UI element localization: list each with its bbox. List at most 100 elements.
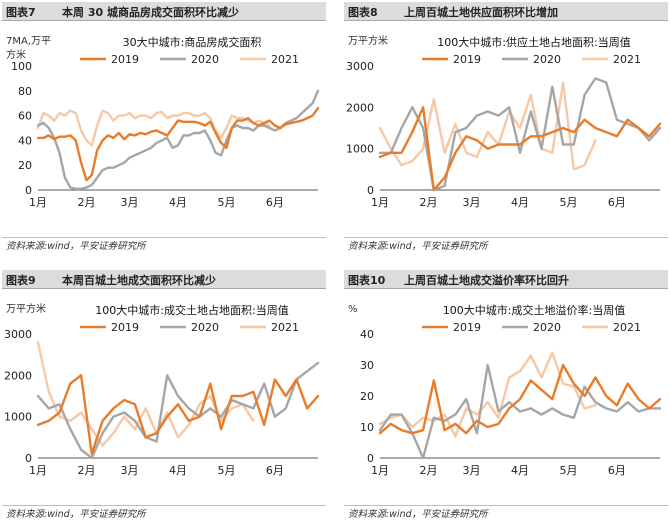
- legend-label-2021: 2021: [613, 321, 641, 334]
- unit-label: %: [348, 304, 358, 315]
- figure-title: 本周 30 城商品房成交面积环比减少: [62, 6, 239, 19]
- x-tick-label: 2月: [77, 464, 95, 477]
- source-note: 资料来源:wind，平安证券研究所: [6, 241, 146, 252]
- y-tick-label: 3000: [4, 328, 32, 341]
- legend-label-2020: 2020: [533, 53, 561, 66]
- legend-label-2019: 2019: [453, 321, 481, 334]
- y-tick-label: 30: [360, 359, 374, 372]
- chart-panel-8: 图表8 上周百城土地供应面积环比增加 万平方米 100大中城市:供应土地占地面积:…: [344, 2, 668, 254]
- legend-label-2020: 2020: [191, 321, 219, 334]
- y-tick-label: 0: [25, 184, 32, 197]
- x-tick-label: 3月: [121, 464, 139, 477]
- source-note: 资料来源:wind，平安证券研究所: [348, 241, 488, 252]
- y-tick-label: 1000: [4, 411, 32, 424]
- figure-number: 图表8: [348, 6, 378, 19]
- y-tick-label: 0: [367, 184, 374, 197]
- unit-label: 方米: [6, 48, 26, 61]
- figure-number: 图表10: [348, 274, 386, 287]
- legend-label-2019: 2019: [111, 53, 139, 66]
- y-tick-label: 3000: [346, 60, 374, 73]
- source-note: 资料来源:wind，平安证券研究所: [348, 509, 488, 520]
- x-tick-label: 5月: [217, 464, 235, 477]
- series-line-2020: [36, 361, 320, 460]
- x-tick-label: 4月: [511, 196, 529, 209]
- figure-number: 图表9: [6, 274, 36, 287]
- source-divider: [2, 505, 326, 506]
- legend-label-2020: 2020: [533, 321, 561, 334]
- y-tick-label: 0: [25, 452, 32, 465]
- x-tick-label: 2月: [77, 196, 95, 209]
- chart-panel-9: 图表9 本周百城土地成交面积环比减少 万平方米 100大中城市:成交土地占地面积:…: [2, 270, 326, 522]
- x-tick-label: 1月: [371, 464, 389, 477]
- y-tick-label: 2000: [4, 369, 32, 382]
- y-tick-label: 1000: [346, 143, 374, 156]
- x-tick-label: 5月: [559, 196, 577, 209]
- y-tick-label: 10: [360, 421, 374, 434]
- series-line-2019: [36, 374, 320, 456]
- y-tick-label: 100: [11, 60, 32, 73]
- y-tick-label: 20: [18, 159, 32, 172]
- x-tick-label: 1月: [29, 196, 47, 209]
- series-line-2021: [378, 81, 597, 171]
- y-tick-label: 80: [18, 85, 32, 98]
- y-tick-label: 60: [18, 110, 32, 123]
- x-tick-label: 3月: [463, 464, 481, 477]
- x-tick-label: 6月: [266, 464, 284, 477]
- line-chart: % 100大中城市:成交土地溢价率:当周值 2019 2020 2021 0 10 20 30 4…: [348, 303, 662, 477]
- legend-label-2021: 2021: [271, 321, 299, 334]
- x-tick-label: 4月: [169, 196, 187, 209]
- x-tick-label: 2月: [419, 196, 437, 209]
- legend-label-2021: 2021: [613, 53, 641, 66]
- panel-header: 图表9 本周百城土地成交面积环比减少: [2, 270, 326, 289]
- chart-title: 100大中城市:成交土地溢价率:当周值: [443, 303, 625, 317]
- y-tick-label: 40: [360, 328, 374, 341]
- series-line-2019: [36, 106, 320, 182]
- panel-header: 图表10 上周百城土地成交溢价率环比回升: [344, 270, 668, 289]
- source-divider: [344, 505, 668, 506]
- chart-title: 30大中城市:商品房成交面积: [123, 35, 262, 49]
- x-tick-label: 2月: [419, 464, 437, 477]
- chart-panel-10: 图表10 上周百城土地成交溢价率环比回升 % 100大中城市:成交土地溢价率:当周…: [344, 270, 668, 522]
- figure-title: 上周百城土地成交溢价率环比回升: [404, 274, 569, 287]
- series-line-2020: [36, 89, 320, 191]
- x-tick-label: 5月: [217, 196, 235, 209]
- unit-label: 万平方米: [6, 302, 46, 315]
- series-line-2021: [36, 109, 271, 147]
- y-tick-label: 0: [367, 452, 374, 465]
- legend-label-2021: 2021: [271, 53, 299, 66]
- series-line-2019: [378, 106, 662, 192]
- series-line-2020: [378, 363, 662, 460]
- legend-label-2020: 2020: [191, 53, 219, 66]
- panel-header: 图表8 上周百城土地供应面积环比增加: [344, 2, 668, 21]
- x-tick-label: 4月: [169, 464, 187, 477]
- chart-title: 100大中城市:供应土地占地面积:当周值: [437, 35, 630, 49]
- legend-label-2019: 2019: [111, 321, 139, 334]
- chart-panel-7: 图表7 本周 30 城商品房成交面积环比减少 7MA,万平 方米 30大中城市:商品…: [2, 2, 326, 254]
- x-tick-label: 6月: [608, 464, 626, 477]
- x-tick-label: 3月: [121, 196, 139, 209]
- unit-label: 万平方米: [348, 34, 388, 47]
- x-tick-label: 1月: [371, 196, 389, 209]
- panel-header: 图表7 本周 30 城商品房成交面积环比减少: [2, 2, 326, 21]
- x-tick-label: 4月: [511, 464, 529, 477]
- series-line-2020: [378, 77, 662, 192]
- line-chart: 万平方米 100大中城市:成交土地占地面积:当周值 2019 2020 2021 0 100…: [4, 302, 320, 477]
- x-tick-label: 3月: [463, 196, 481, 209]
- x-tick-label: 1月: [29, 464, 47, 477]
- source-divider: [2, 237, 326, 238]
- x-tick-label: 6月: [266, 196, 284, 209]
- chart-title: 100大中城市:成交土地占地面积:当周值: [95, 303, 288, 317]
- x-tick-label: 6月: [608, 196, 626, 209]
- figure-title: 上周百城土地供应面积环比增加: [404, 6, 558, 19]
- figure-title: 本周百城土地成交面积环比减少: [62, 274, 216, 287]
- source-note: 资料来源:wind，平安证券研究所: [6, 509, 146, 520]
- line-chart: 7MA,万平方米 30大中城市:商品房成交面积 2019 2020 2021 0 20 40 6…: [6, 35, 320, 209]
- y-tick-label: 20: [360, 390, 374, 403]
- source-divider: [344, 237, 668, 238]
- y-tick-label: 40: [18, 134, 32, 147]
- figure-number: 图表7: [6, 6, 36, 19]
- series-line-2019: [378, 363, 662, 435]
- unit-label: 7MA,万平: [6, 36, 51, 47]
- legend-label-2019: 2019: [453, 53, 481, 66]
- x-tick-label: 5月: [559, 464, 577, 477]
